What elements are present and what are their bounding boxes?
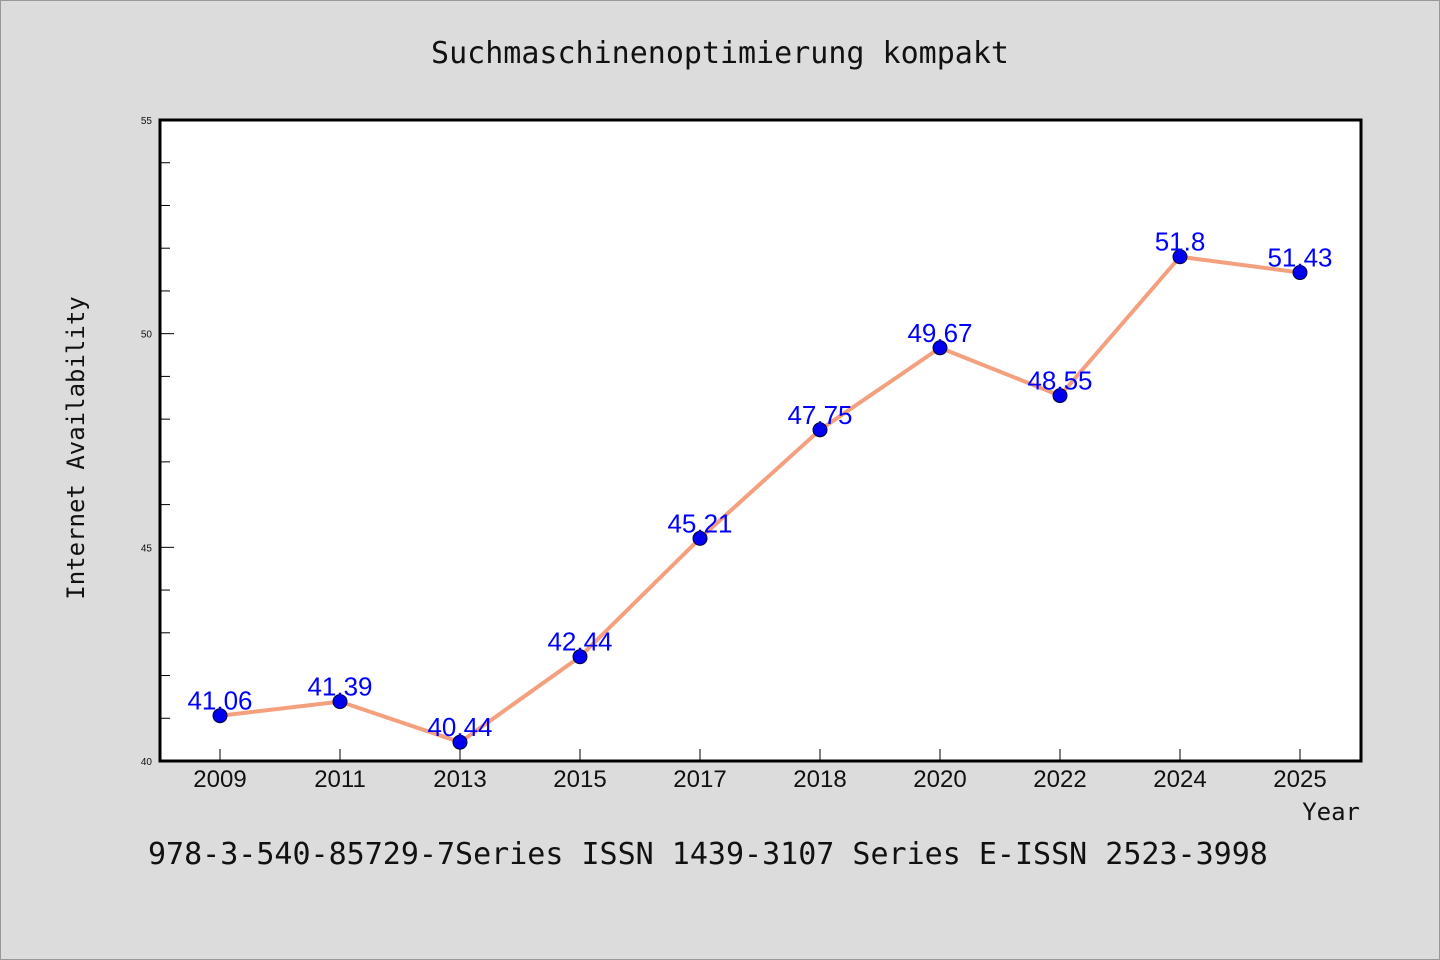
data-label: 41.39 [307, 672, 372, 702]
data-point [212, 708, 228, 724]
data-point [1172, 249, 1188, 265]
x-tick-label: 2022 [1033, 766, 1086, 793]
series-line [219, 254, 1301, 745]
x-tick-label: 2020 [913, 766, 966, 793]
y-tick-label: 40 [141, 757, 153, 768]
data-point [332, 694, 348, 710]
plot-area [158, 118, 1363, 763]
y-tick-label: 55 [141, 116, 153, 127]
data-label: 48.55 [1027, 366, 1092, 396]
y-axis-label: Internet Availability [62, 296, 90, 599]
x-axis-ticks: 2009 2011 2013 2015 2017 2018 2020 2022 2024 2025 [193, 749, 1327, 793]
y-minor-ticks [160, 162, 170, 719]
data-labels: 41.06 41.39 40.44 42.44 45.21 47.75 49.67 48.55… [187, 227, 1332, 742]
footer-isbn-issn: 978-3-540-85729-7Series ISSN 1439-3107 S… [148, 837, 1268, 872]
x-axis-label: Year [1302, 798, 1360, 826]
data-label: 49.67 [907, 318, 972, 348]
data-label: 45.21 [667, 508, 732, 538]
x-tick-label: 2018 [793, 766, 846, 793]
data-label: 42.44 [547, 627, 612, 657]
y-tick-label: 50 [141, 330, 153, 341]
data-label: 40.44 [427, 712, 492, 742]
x-tick-label: 2009 [193, 766, 246, 793]
data-point [452, 734, 468, 750]
x-tick-label: 2017 [673, 766, 726, 793]
x-tick-label: 2024 [1153, 766, 1206, 793]
data-label: 51.8 [1155, 227, 1206, 257]
data-point [1052, 388, 1068, 404]
data-point [812, 422, 828, 438]
data-label: 47.75 [787, 400, 852, 430]
data-point [692, 530, 708, 546]
data-label: 41.06 [187, 686, 252, 716]
series-markers [212, 249, 1308, 750]
data-point [932, 340, 948, 356]
y-tick-label: 45 [141, 543, 153, 554]
chart-title: Suchmaschinenoptimierung kompakt [431, 36, 1009, 71]
x-tick-label: 2015 [553, 766, 606, 793]
data-label: 51.43 [1267, 243, 1332, 273]
x-tick-label: 2013 [433, 766, 486, 793]
x-tick-label: 2011 [314, 766, 366, 793]
data-point [572, 649, 588, 665]
y-axis-ticks: 40 45 50 55 [141, 116, 174, 768]
data-point [1292, 265, 1308, 281]
x-tick-label: 2025 [1273, 766, 1326, 793]
